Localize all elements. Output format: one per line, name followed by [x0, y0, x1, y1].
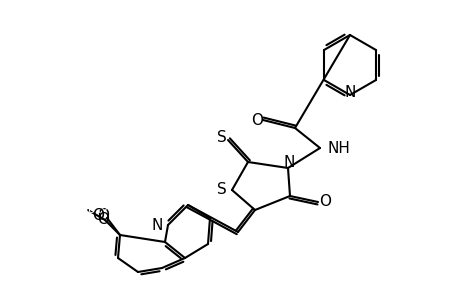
Text: O: O: [92, 208, 104, 224]
Text: S: S: [217, 130, 226, 145]
Text: N: N: [151, 218, 162, 232]
Text: O: O: [318, 194, 330, 209]
Text: N: N: [344, 85, 355, 100]
Text: NH: NH: [327, 140, 350, 155]
Text: O: O: [251, 112, 263, 128]
Text: N: N: [283, 154, 294, 169]
Text: S: S: [217, 182, 226, 197]
Text: O: O: [97, 212, 109, 226]
Text: methoxy: methoxy: [58, 205, 107, 215]
Text: O: O: [97, 208, 109, 224]
